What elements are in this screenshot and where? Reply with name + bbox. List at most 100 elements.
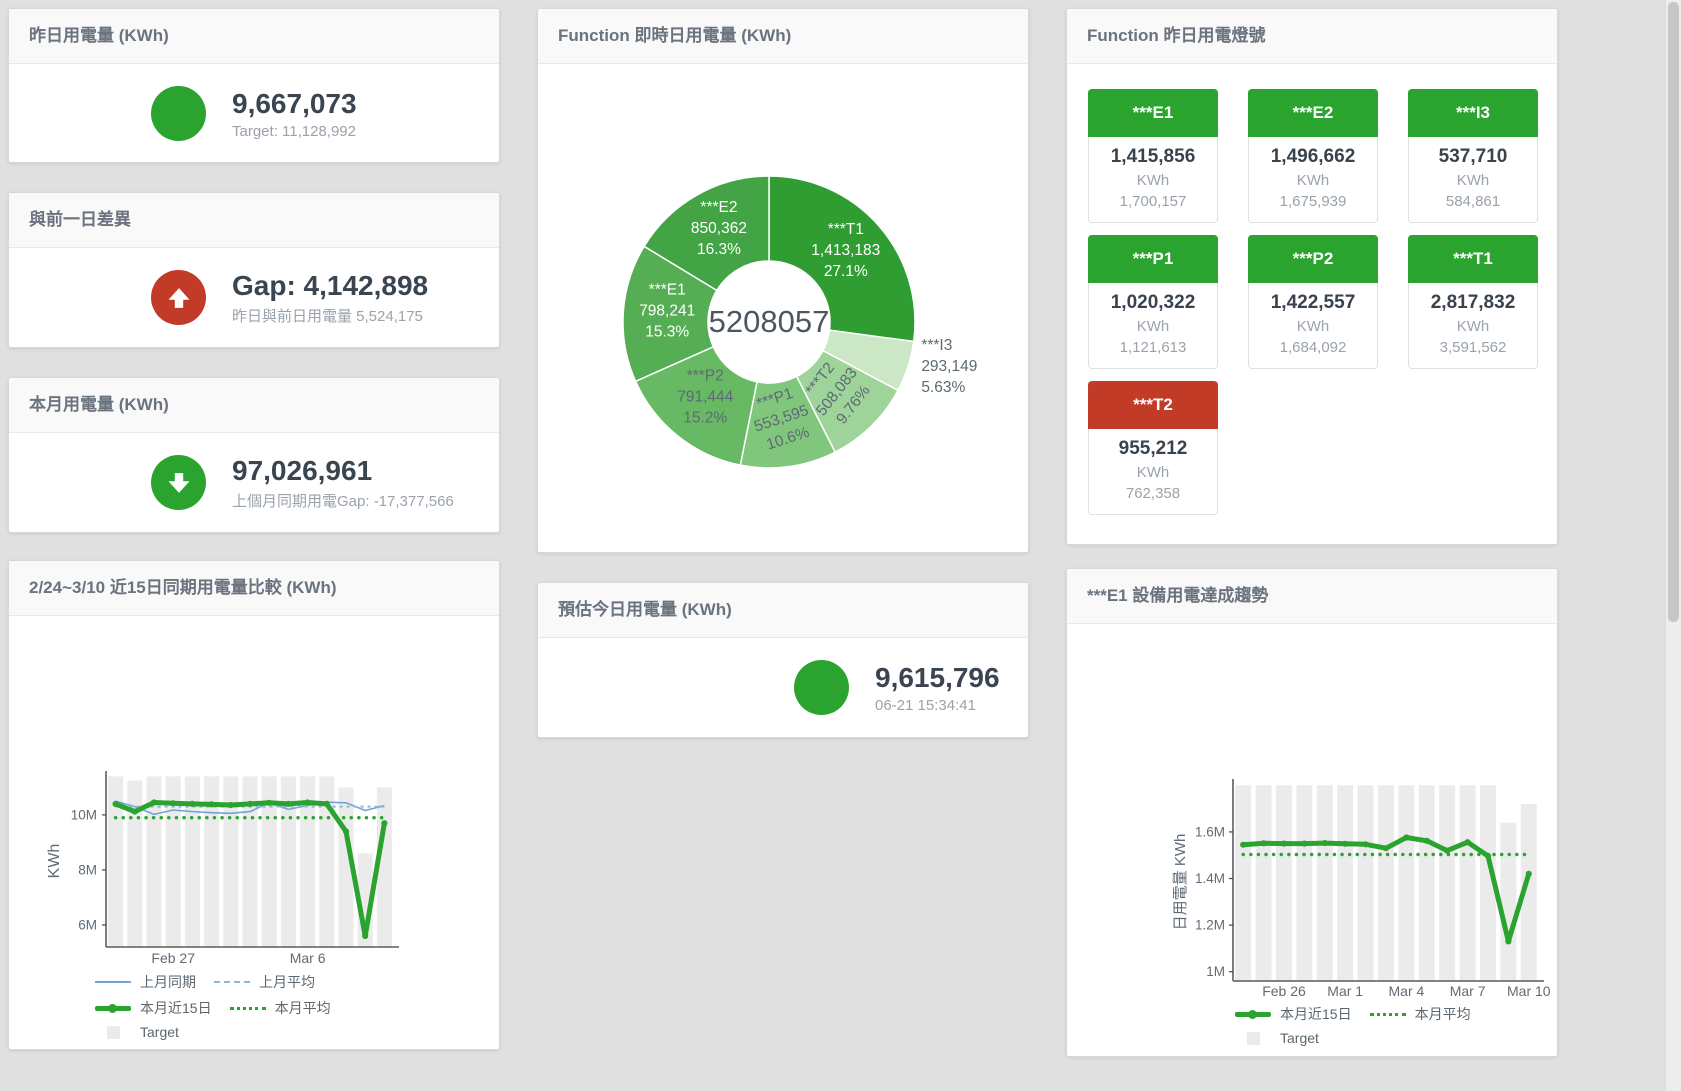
target-bar <box>319 776 335 947</box>
donut-label-I3: ***I3 293,149 5.63% <box>921 337 977 396</box>
legend-swatch-icon <box>1235 1031 1271 1045</box>
right-column: Function 昨日用電燈號 ***E1 1,415,856 KWh 1,700,1… <box>1066 8 1558 1057</box>
panel-yesterday-usage: 昨日用電量 (KWh) 9,667,073 Target: 11,128,992 <box>8 8 500 163</box>
series-point <box>342 828 350 835</box>
stat-value: 9,615,796 <box>875 661 1000 693</box>
legend-swatch-icon <box>95 1025 131 1039</box>
series-line-上月同期 <box>115 800 385 816</box>
panel-header: Function 即時日用電量 (KWh) <box>538 9 1028 64</box>
panel-title: 與前一日差異 <box>29 210 131 229</box>
legend-item-Target[interactable]: Target <box>1235 1030 1319 1046</box>
series-point <box>323 800 330 807</box>
panel-title: 本月用電量 (KWh) <box>29 395 169 414</box>
target-bar <box>1439 785 1456 981</box>
tile-status-header: ***P2 <box>1248 235 1378 283</box>
e1-trend-chart[interactable]: 1M 1.2M 1.4M 1.6M Feb 26 Mar 1 Mar 4 Mar 7 Mar 1… <box>1067 624 1557 1000</box>
series-point <box>208 801 215 808</box>
target-bar <box>1316 785 1333 981</box>
legend-swatch-icon <box>95 981 131 983</box>
target-bar <box>108 776 124 947</box>
legend-swatch-icon <box>1235 1009 1271 1019</box>
panel-body: 9,615,796 06-21 15:34:41 <box>538 638 1028 737</box>
panel-title: 昨日用電量 (KWh) <box>29 26 169 45</box>
tile-unit: KWh <box>1136 464 1170 481</box>
legend-item-Target[interactable]: Target <box>95 1024 179 1040</box>
legend-label: 上月同期 <box>140 974 196 990</box>
panel-header: ***E1 設備用電達成趨勢 <box>1067 569 1557 624</box>
vertical-scrollbar[interactable] <box>1665 0 1681 1091</box>
tile-unit: KWh <box>1456 172 1490 189</box>
x-tick-label: Mar 10 <box>1507 983 1551 999</box>
light-tile-P1[interactable]: ***P1 1,020,322 KWh 1,121,613 <box>1088 235 1218 369</box>
light-tile-E1[interactable]: ***E1 1,415,856 KWh 1,700,157 <box>1088 89 1218 223</box>
stat-value: 9,667,073 <box>232 87 357 119</box>
panel-15day-compare-chart: 2/24~3/10 近15日同期用電量比較 (KWh) 6M 8M 10M Feb 2… <box>8 560 500 1050</box>
light-tile-T1[interactable]: ***T1 2,817,832 KWh 3,591,562 <box>1408 235 1538 369</box>
light-tile-E2[interactable]: ***E2 1,496,662 KWh 1,675,939 <box>1248 89 1378 223</box>
series-point <box>1362 841 1369 848</box>
series-point <box>1240 841 1247 848</box>
panel-today-estimate: 預估今日用電量 (KWh) 9,615,796 06-21 15:34:41 <box>537 582 1029 738</box>
series-point <box>1321 840 1328 847</box>
target-bar <box>376 787 392 947</box>
target-bar <box>127 780 143 947</box>
series-point <box>266 799 273 806</box>
panel-title: Function 即時日用電量 (KWh) <box>558 26 792 45</box>
legend-label: 本月平均 <box>1414 1006 1471 1022</box>
y-tick-label: 8M <box>78 862 97 877</box>
scrollbar-thumb[interactable] <box>1668 2 1679 622</box>
target-bar <box>1235 785 1252 981</box>
legend-item-本月近15日[interactable]: 本月近15日 <box>1235 1004 1352 1024</box>
light-tile-I3[interactable]: ***I3 537,710 KWh 584,861 <box>1408 89 1538 223</box>
tile-target-value: 1,700,157 <box>1119 193 1187 210</box>
tile-value: 2,817,832 <box>1430 292 1516 313</box>
light-tile-P2[interactable]: ***P2 1,422,557 KWh 1,684,092 <box>1248 235 1378 369</box>
compare-usage-chart[interactable]: 6M 8M 10M Feb 27 Mar 6 KWh <box>9 616 499 968</box>
panel-realtime-donut: Function 即時日用電量 (KWh) ***T1 1,413,183 27.1… <box>537 8 1029 553</box>
series-point <box>381 820 388 827</box>
donut-segment-P2[interactable] <box>634 345 758 467</box>
series-point <box>246 800 254 807</box>
series-point <box>285 800 292 807</box>
series-point <box>170 800 177 807</box>
legend-item-上月同期[interactable]: 上月同期 <box>95 972 196 992</box>
panel-body: 1M 1.2M 1.4M 1.6M Feb 26 Mar 1 Mar 4 Mar 7 Mar 1… <box>1067 624 1557 1046</box>
tile-target-value: 584,861 <box>1445 193 1501 210</box>
donut-label-P2: ***P2 791,444 15.2% <box>677 368 733 427</box>
tile-value: 1,020,322 <box>1110 292 1196 313</box>
donut-label-T1: ***T1 1,413,183 27.1% <box>811 221 880 280</box>
legend-swatch-icon <box>95 1003 131 1013</box>
legend-item-本月近15日[interactable]: 本月近15日 <box>95 998 212 1018</box>
x-tick-label: Mar 1 <box>1327 983 1363 999</box>
realtime-usage-donut-chart[interactable]: ***T1 1,413,183 27.1%***I3 293,149 5.63%***T… <box>538 64 1028 551</box>
panel-body: 9,667,073 Target: 11,128,992 <box>9 64 499 162</box>
stat-subtitle: Target: 11,128,992 <box>232 122 356 140</box>
series-point <box>1342 840 1349 847</box>
series-point <box>1444 847 1451 854</box>
x-tick-label: Mar 6 <box>290 950 326 966</box>
arrow-down-icon <box>151 455 206 510</box>
legend-item-本月平均[interactable]: 本月平均 <box>229 998 331 1018</box>
legend-label: 本月近15日 <box>140 1000 212 1016</box>
panel-body: Gap: 4,142,898 昨日與前日用電量 5,524,175 <box>9 248 499 347</box>
donut-center-total: 5208057 <box>709 304 830 339</box>
legend-item-本月平均[interactable]: 本月平均 <box>1369 1004 1471 1024</box>
panel-header: 與前一日差異 <box>9 193 499 248</box>
legend-item-上月平均[interactable]: 上月平均 <box>214 972 315 992</box>
light-tile-T2[interactable]: ***T2 955,212 KWh 762,358 <box>1088 381 1218 515</box>
x-tick-label: Mar 4 <box>1389 983 1425 999</box>
target-bar <box>184 776 200 947</box>
y-tick-label: 1.4M <box>1195 871 1225 886</box>
series-point <box>1525 870 1532 877</box>
tile-value: 1,422,557 <box>1270 292 1356 313</box>
series-point <box>362 932 369 940</box>
left-column: 昨日用電量 (KWh) 9,667,073 Target: 11,128,992… <box>8 8 500 1050</box>
tile-value: 955,212 <box>1118 438 1188 459</box>
x-tick-label: Mar 7 <box>1450 983 1486 999</box>
target-bar <box>1337 785 1354 981</box>
donut-segment-T1[interactable] <box>768 175 916 343</box>
target-bar <box>1378 785 1394 981</box>
donut-segment-E2[interactable] <box>643 175 770 292</box>
panel-header: Function 昨日用電燈號 <box>1067 9 1557 64</box>
target-bar <box>1520 804 1537 981</box>
